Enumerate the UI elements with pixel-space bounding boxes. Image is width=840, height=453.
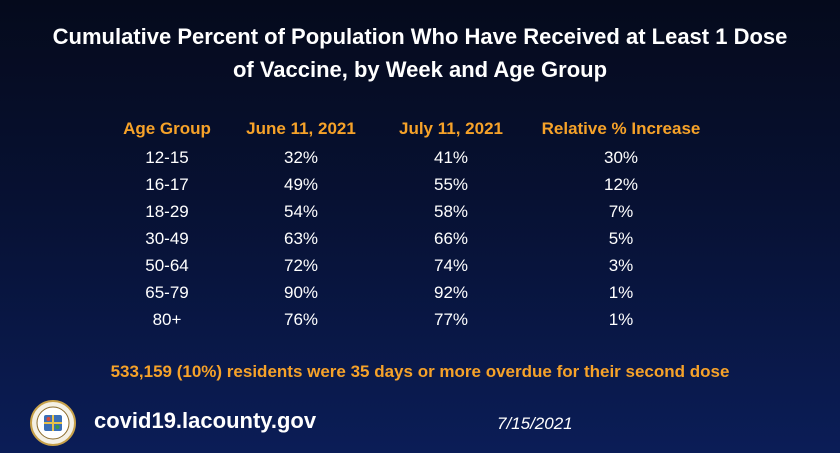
- overdue-note: 533,159 (10%) residents were 35 days or …: [110, 362, 730, 381]
- cell-age-group: 18-29: [145, 201, 189, 221]
- table-row: 30-49 63% 66% 5%: [108, 225, 716, 252]
- cell-relative-increase: 5%: [608, 228, 634, 248]
- cell-age-group: 80+: [152, 309, 182, 329]
- cell-july-percent: 74%: [433, 255, 469, 275]
- cell-july-percent: 77%: [433, 309, 469, 329]
- website-link[interactable]: covid19.lacounty.gov: [94, 408, 317, 433]
- table-row: 80+ 76% 77% 1%: [108, 306, 716, 333]
- cell-june-percent: 49%: [283, 174, 319, 194]
- table-row: 50-64 72% 74% 3%: [108, 252, 716, 279]
- table-row: 16-17 49% 55% 12%: [108, 171, 716, 198]
- cell-june-percent: 63%: [283, 228, 319, 248]
- table-row: 65-79 90% 92% 1%: [108, 279, 716, 306]
- cell-age-group: 16-17: [145, 174, 189, 194]
- cell-july-percent: 92%: [433, 282, 469, 302]
- header-july-date: July 11, 2021: [399, 119, 503, 138]
- report-date: 7/15/2021: [497, 414, 573, 433]
- cell-relative-increase: 1%: [608, 309, 634, 329]
- vaccination-table: Age Group June 11, 2021 July 11, 2021 Re…: [108, 114, 716, 333]
- header-june-date: June 11, 2021: [246, 119, 356, 138]
- cell-june-percent: 76%: [283, 309, 319, 329]
- cell-age-group: 12-15: [145, 147, 189, 167]
- cell-age-group: 65-79: [145, 282, 189, 302]
- table-row: 12-15 32% 41% 30%: [108, 144, 716, 171]
- cell-relative-increase: 3%: [608, 255, 634, 275]
- cell-relative-increase: 7%: [608, 201, 634, 221]
- cell-july-percent: 41%: [433, 147, 469, 167]
- cell-june-percent: 54%: [283, 201, 319, 221]
- cell-july-percent: 58%: [433, 201, 469, 221]
- cell-june-percent: 90%: [283, 282, 319, 302]
- table-row: 18-29 54% 58% 7%: [108, 198, 716, 225]
- cell-relative-increase: 30%: [603, 147, 639, 167]
- page-title: Cumulative Percent of Population Who Hav…: [52, 24, 788, 82]
- cell-age-group: 30-49: [145, 228, 189, 248]
- cell-age-group: 50-64: [145, 255, 189, 275]
- cell-july-percent: 66%: [433, 228, 469, 248]
- cell-june-percent: 32%: [283, 147, 319, 167]
- cell-relative-increase: 12%: [603, 174, 639, 194]
- county-seal-icon: [30, 400, 76, 446]
- header-age-group: Age Group: [123, 119, 211, 138]
- table-header-row: Age Group June 11, 2021 July 11, 2021 Re…: [108, 114, 716, 144]
- cell-june-percent: 72%: [283, 255, 319, 275]
- cell-relative-increase: 1%: [608, 282, 634, 302]
- header-relative-increase: Relative % Increase: [541, 119, 701, 138]
- cell-july-percent: 55%: [433, 174, 469, 194]
